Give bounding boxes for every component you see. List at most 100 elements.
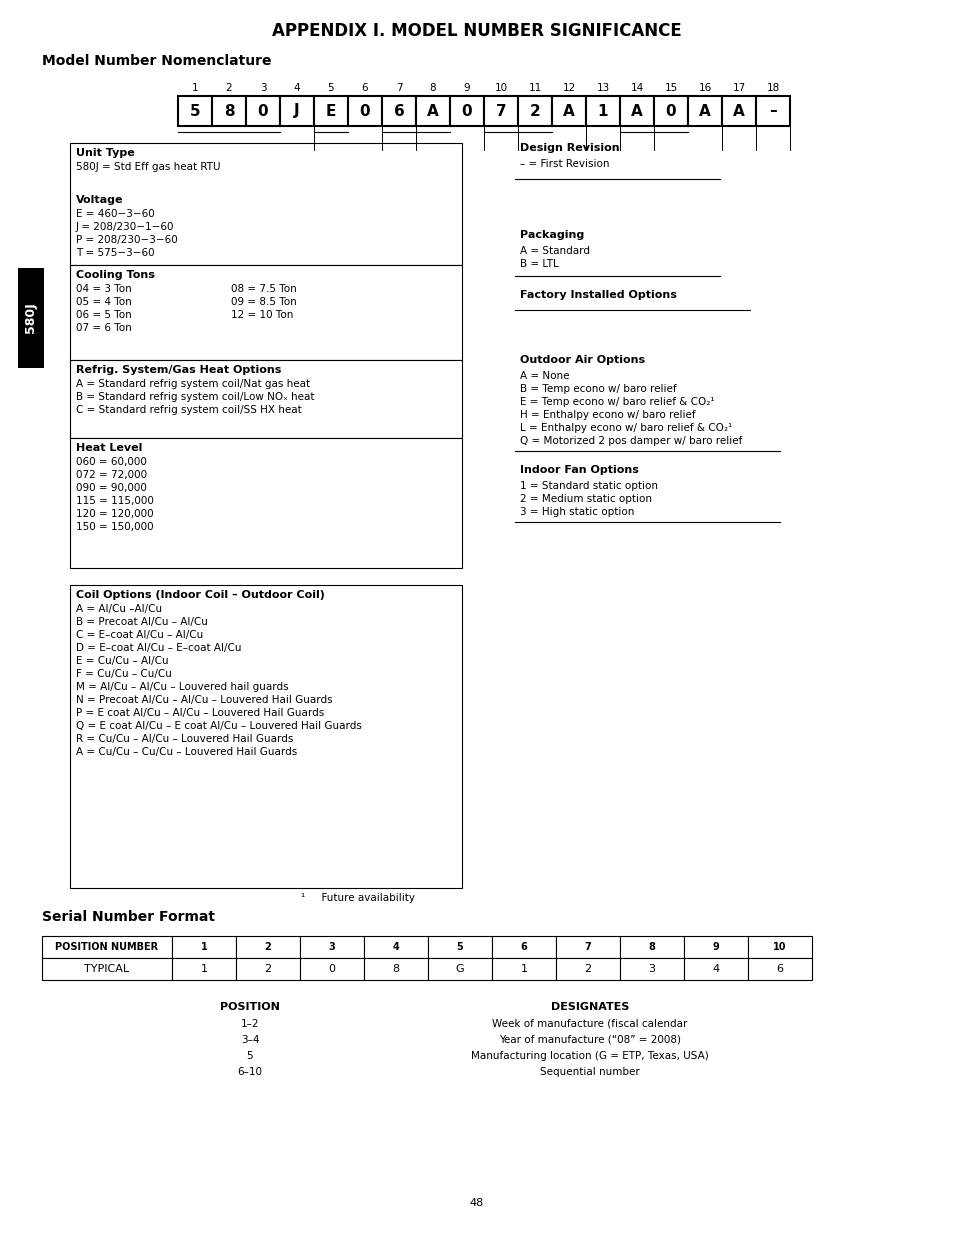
Text: A = Al/Cu –Al/Cu: A = Al/Cu –Al/Cu xyxy=(76,604,162,614)
Text: 6: 6 xyxy=(776,965,782,974)
Bar xyxy=(70,359,461,438)
Text: Unit Type: Unit Type xyxy=(76,148,134,158)
Text: 060 = 60,000: 060 = 60,000 xyxy=(76,457,147,467)
Text: 5: 5 xyxy=(456,942,463,952)
Text: 4: 4 xyxy=(294,83,300,93)
Text: 11: 11 xyxy=(528,83,541,93)
Text: 06 = 5 Ton: 06 = 5 Ton xyxy=(76,310,132,320)
Bar xyxy=(172,936,235,958)
Text: L = Enthalpy econo w/ baro relief & CO₂¹: L = Enthalpy econo w/ baro relief & CO₂¹ xyxy=(519,424,732,433)
Text: E: E xyxy=(326,104,335,119)
Bar xyxy=(381,96,416,126)
Text: C = E–coat Al/Cu – Al/Cu: C = E–coat Al/Cu – Al/Cu xyxy=(76,630,203,640)
Text: 8: 8 xyxy=(648,942,655,952)
Text: 1 = Standard static option: 1 = Standard static option xyxy=(519,480,658,492)
Text: 5: 5 xyxy=(247,1051,253,1061)
Bar xyxy=(721,96,755,126)
Text: A: A xyxy=(699,104,710,119)
Text: 13: 13 xyxy=(596,83,609,93)
Text: Heat Level: Heat Level xyxy=(76,443,142,453)
Text: B = Standard refrig system coil/Low NOₓ heat: B = Standard refrig system coil/Low NOₓ … xyxy=(76,391,314,403)
Bar xyxy=(492,958,556,981)
Text: 48: 48 xyxy=(470,1198,483,1208)
Text: 9: 9 xyxy=(712,942,719,952)
Text: Outdoor Air Options: Outdoor Air Options xyxy=(519,354,644,366)
Bar xyxy=(70,143,461,266)
Text: 08 = 7.5 Ton: 08 = 7.5 Ton xyxy=(231,284,296,294)
Text: 6–10: 6–10 xyxy=(237,1067,262,1077)
Bar xyxy=(18,268,44,368)
Text: C = Standard refrig system coil/SS HX heat: C = Standard refrig system coil/SS HX he… xyxy=(76,405,301,415)
Text: 4: 4 xyxy=(712,965,719,974)
Text: 1: 1 xyxy=(200,942,207,952)
Text: 09 = 8.5 Ton: 09 = 8.5 Ton xyxy=(231,296,296,308)
Text: 05 = 4 Ton: 05 = 4 Ton xyxy=(76,296,132,308)
Text: Q = Motorized 2 pos damper w/ baro relief: Q = Motorized 2 pos damper w/ baro relie… xyxy=(519,436,741,446)
Text: 12 = 10 Ton: 12 = 10 Ton xyxy=(231,310,294,320)
Text: 3: 3 xyxy=(328,942,335,952)
Text: 0: 0 xyxy=(257,104,268,119)
Text: A: A xyxy=(732,104,744,119)
Bar xyxy=(416,96,450,126)
Text: J = 208/230−1−60: J = 208/230−1−60 xyxy=(76,222,174,232)
Text: A: A xyxy=(562,104,575,119)
Text: J: J xyxy=(294,104,299,119)
Bar xyxy=(755,96,789,126)
Text: A = None: A = None xyxy=(519,370,569,382)
Text: A = Standard refrig system coil/Nat gas heat: A = Standard refrig system coil/Nat gas … xyxy=(76,379,310,389)
Text: Model Number Nomenclature: Model Number Nomenclature xyxy=(42,54,272,68)
Text: 2: 2 xyxy=(226,83,233,93)
Text: POSITION: POSITION xyxy=(220,1002,279,1011)
Text: B = Temp econo w/ baro relief: B = Temp econo w/ baro relief xyxy=(519,384,676,394)
Bar xyxy=(552,96,585,126)
Text: 04 = 3 Ton: 04 = 3 Ton xyxy=(76,284,132,294)
Text: P = E coat Al/Cu – Al/Cu – Louvered Hail Guards: P = E coat Al/Cu – Al/Cu – Louvered Hail… xyxy=(76,708,324,718)
Text: F = Cu/Cu – Cu/Cu: F = Cu/Cu – Cu/Cu xyxy=(76,669,172,679)
Text: H = Enthalpy econo w/ baro relief: H = Enthalpy econo w/ baro relief xyxy=(519,410,695,420)
Text: 2: 2 xyxy=(264,965,272,974)
Text: –: – xyxy=(768,104,776,119)
Bar xyxy=(364,958,428,981)
Text: 17: 17 xyxy=(732,83,745,93)
Text: 5: 5 xyxy=(327,83,334,93)
Bar xyxy=(747,936,811,958)
Bar xyxy=(246,96,280,126)
Text: E = 460−3−60: E = 460−3−60 xyxy=(76,209,154,219)
Text: 115 = 115,000: 115 = 115,000 xyxy=(76,496,153,506)
Text: 580J: 580J xyxy=(25,303,37,333)
Text: A = Standard: A = Standard xyxy=(519,246,589,256)
Text: Year of manufacture (“08” = 2008): Year of manufacture (“08” = 2008) xyxy=(498,1035,680,1045)
Text: 1: 1 xyxy=(520,965,527,974)
Text: 0: 0 xyxy=(461,104,472,119)
Bar xyxy=(654,96,687,126)
Text: A: A xyxy=(631,104,642,119)
Bar xyxy=(70,438,461,568)
Bar xyxy=(747,958,811,981)
Text: Manufacturing location (G = ETP, Texas, USA): Manufacturing location (G = ETP, Texas, … xyxy=(471,1051,708,1061)
Bar xyxy=(172,958,235,981)
Text: 07 = 6 Ton: 07 = 6 Ton xyxy=(76,324,132,333)
Text: 10: 10 xyxy=(494,83,507,93)
Text: Refrig. System/Gas Heat Options: Refrig. System/Gas Heat Options xyxy=(76,366,281,375)
Text: 0: 0 xyxy=(359,104,370,119)
Bar xyxy=(364,936,428,958)
Text: 1: 1 xyxy=(192,83,198,93)
Text: Packaging: Packaging xyxy=(519,230,583,240)
Text: Coil Options (Indoor Coil – Outdoor Coil): Coil Options (Indoor Coil – Outdoor Coil… xyxy=(76,590,325,600)
Text: E = Cu/Cu – Al/Cu: E = Cu/Cu – Al/Cu xyxy=(76,656,169,666)
Text: 0: 0 xyxy=(665,104,676,119)
Text: DESIGNATES: DESIGNATES xyxy=(550,1002,629,1011)
Text: 6: 6 xyxy=(361,83,368,93)
Bar xyxy=(428,958,492,981)
Bar xyxy=(683,958,747,981)
Bar xyxy=(556,936,619,958)
Text: POSITION NUMBER: POSITION NUMBER xyxy=(55,942,158,952)
Bar xyxy=(178,96,212,126)
Text: 3 = High static option: 3 = High static option xyxy=(519,508,634,517)
Bar xyxy=(42,936,172,958)
Text: 8: 8 xyxy=(223,104,234,119)
Bar xyxy=(235,958,299,981)
Text: P = 208/230−3−60: P = 208/230−3−60 xyxy=(76,235,177,245)
Text: 14: 14 xyxy=(630,83,643,93)
Bar xyxy=(42,958,172,981)
